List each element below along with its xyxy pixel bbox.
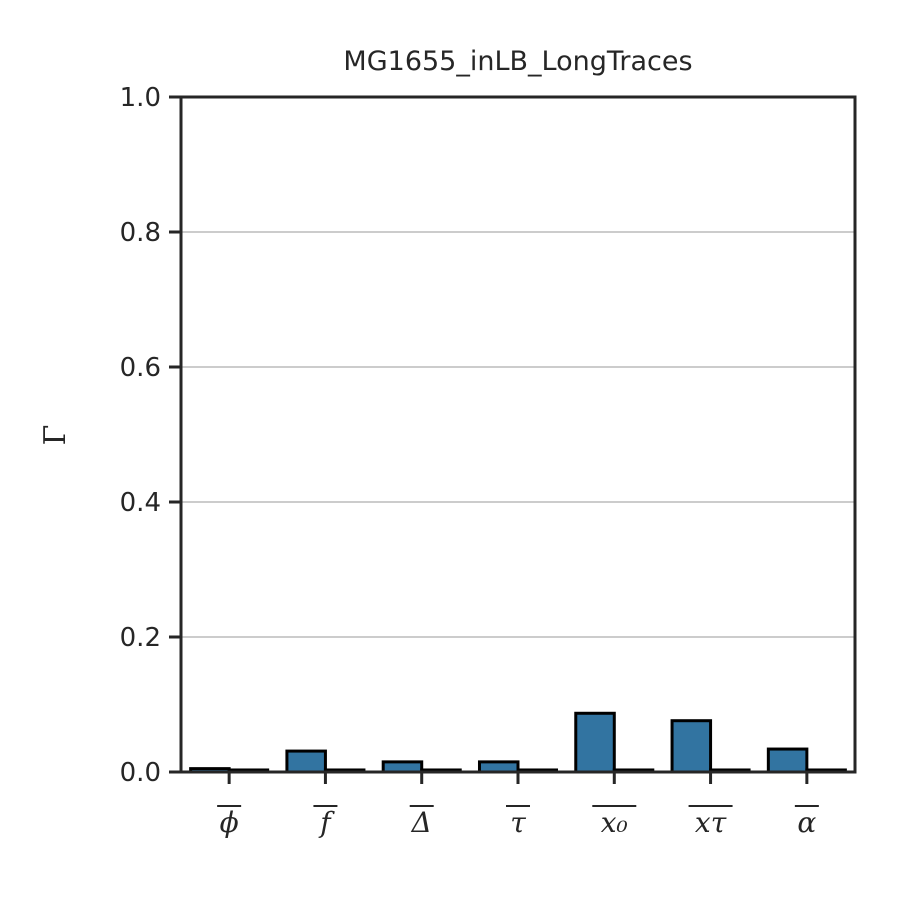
bar-primary bbox=[477, 760, 520, 774]
y-tick-label: 0.6 bbox=[120, 353, 161, 383]
y-tick-label: 1.0 bbox=[120, 83, 161, 113]
bar-primary bbox=[670, 719, 713, 774]
y-axis-label: Γ bbox=[38, 425, 73, 446]
bar-primary bbox=[285, 749, 327, 774]
bar-primary bbox=[766, 747, 809, 774]
bar-primary bbox=[381, 760, 424, 774]
x-tick-label: τ bbox=[510, 806, 526, 839]
bars bbox=[189, 711, 847, 774]
x-tick-label: α bbox=[797, 806, 816, 839]
y-axis-ticks: 0.0 0.2 0.4 0.6 0.8 1.0 bbox=[120, 83, 181, 788]
y-tick-label: 0.8 bbox=[120, 218, 161, 248]
x-tick-label: Δ bbox=[411, 806, 432, 839]
x-tick-label: ϕ bbox=[220, 806, 239, 839]
chart-title: MG1655_inLB_LongTraces bbox=[343, 46, 692, 77]
bar-primary bbox=[574, 711, 616, 774]
y-tick-label: 0.0 bbox=[120, 758, 161, 788]
y-tick-label: 0.4 bbox=[120, 488, 161, 518]
y-tick-label: 0.2 bbox=[120, 623, 161, 653]
x-tick-label: x₀ bbox=[601, 806, 628, 839]
grid-lines bbox=[181, 231, 855, 638]
x-tick-label: xτ bbox=[695, 806, 727, 839]
